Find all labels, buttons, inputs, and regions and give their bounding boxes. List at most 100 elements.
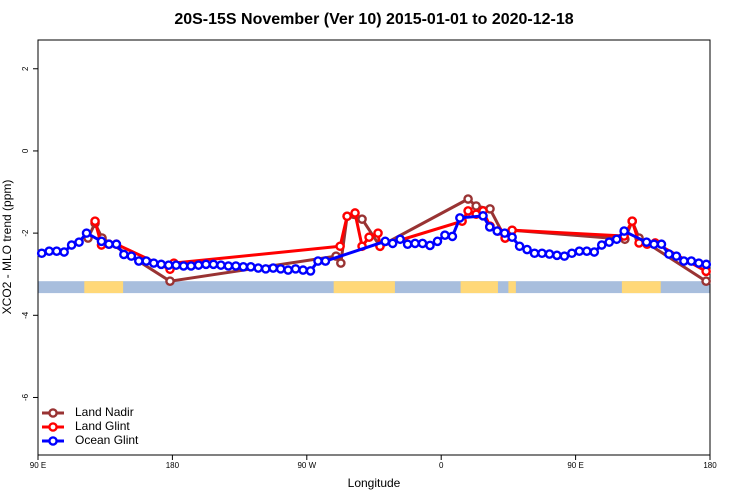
data-point xyxy=(283,265,293,275)
data-point xyxy=(81,228,92,238)
data-point xyxy=(455,213,465,223)
x-tick-label: 90 E xyxy=(30,461,46,470)
land-band xyxy=(84,281,124,294)
data-point xyxy=(484,222,495,232)
data-point xyxy=(178,261,189,271)
data-point xyxy=(402,239,413,250)
data-point xyxy=(619,226,629,236)
data-point xyxy=(275,264,286,274)
data-point xyxy=(596,240,607,250)
y-tick-label: 0 xyxy=(21,148,30,153)
data-point xyxy=(90,216,100,227)
data-point xyxy=(141,256,152,266)
data-point xyxy=(290,264,301,274)
data-point xyxy=(582,246,592,256)
data-point xyxy=(260,264,271,274)
data-point xyxy=(51,246,62,256)
y-tick-label: 2 xyxy=(21,66,30,71)
data-point xyxy=(701,276,711,286)
data-point xyxy=(171,260,181,270)
data-point xyxy=(350,208,360,218)
data-point xyxy=(552,250,562,261)
data-point xyxy=(104,239,114,250)
data-point xyxy=(463,206,473,216)
data-point xyxy=(447,231,458,242)
plot-frame xyxy=(37,39,711,456)
data-point xyxy=(649,239,659,250)
data-point xyxy=(201,259,211,270)
data-point xyxy=(529,248,540,259)
x-tick-label: 180 xyxy=(166,461,180,470)
data-point xyxy=(36,248,47,259)
land-band xyxy=(460,281,498,294)
data-point xyxy=(357,214,367,224)
data-point xyxy=(126,251,137,261)
data-point xyxy=(335,241,345,252)
legend-label: Land Nadir xyxy=(75,405,134,419)
data-point xyxy=(574,246,585,256)
data-point xyxy=(471,201,481,211)
data-point xyxy=(440,230,450,240)
data-point xyxy=(163,260,174,270)
data-point xyxy=(305,266,316,276)
data-point xyxy=(245,262,256,272)
data-point xyxy=(268,263,279,273)
data-point xyxy=(686,256,697,266)
data-point xyxy=(119,249,129,260)
data-point xyxy=(216,260,226,270)
data-point xyxy=(417,238,428,249)
data-point xyxy=(410,238,420,249)
legend-label: Ocean Glint xyxy=(75,433,139,447)
data-point xyxy=(694,258,704,268)
data-point xyxy=(395,234,405,245)
data-point xyxy=(133,256,144,266)
data-point xyxy=(627,216,637,227)
x-tick-label: 90 E xyxy=(567,461,583,470)
data-point xyxy=(664,249,674,259)
data-point xyxy=(387,238,398,249)
data-point xyxy=(656,239,667,250)
data-point xyxy=(253,263,264,273)
legend-marker xyxy=(48,422,58,432)
data-point xyxy=(701,259,712,270)
land-band xyxy=(621,281,661,294)
data-point xyxy=(342,211,352,222)
legend-marker xyxy=(48,408,58,418)
y-tick-label: -4 xyxy=(21,311,30,319)
data-point xyxy=(223,261,234,271)
data-point xyxy=(589,247,600,257)
data-point xyxy=(559,251,570,261)
land-band xyxy=(333,281,395,294)
y-tick-label: -2 xyxy=(21,229,30,237)
data-point xyxy=(432,236,443,247)
data-point xyxy=(499,228,510,238)
y-tick-label: -6 xyxy=(21,393,30,401)
data-point xyxy=(148,258,159,268)
data-point xyxy=(478,211,488,221)
data-point xyxy=(96,236,107,247)
data-point xyxy=(364,232,374,243)
data-point xyxy=(425,240,435,251)
data-point xyxy=(208,259,219,270)
data-point xyxy=(641,237,652,247)
data-point xyxy=(44,246,55,256)
data-point xyxy=(336,258,346,268)
data-point xyxy=(298,265,308,275)
data-point xyxy=(492,226,503,236)
data-point xyxy=(537,248,547,259)
data-point xyxy=(679,256,689,266)
data-point xyxy=(193,260,204,270)
data-point xyxy=(611,234,622,245)
data-point xyxy=(544,249,555,259)
data-point xyxy=(507,232,517,243)
data-point xyxy=(514,241,525,252)
y-axis-label: XCO2 - MLO trend (ppm) xyxy=(0,180,14,315)
data-point xyxy=(59,247,69,257)
data-point xyxy=(74,237,84,247)
data-point xyxy=(463,194,473,204)
data-point xyxy=(238,262,249,272)
data-point xyxy=(522,244,532,255)
data-point xyxy=(66,240,77,250)
